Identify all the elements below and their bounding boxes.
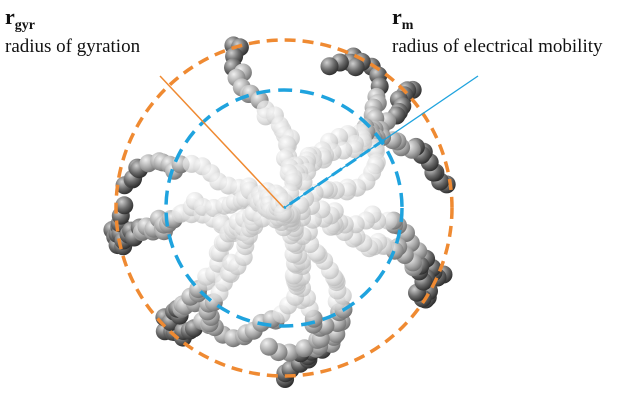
gyration-description: radius of gyration — [5, 36, 141, 57]
sphere — [115, 196, 133, 214]
figure: rgyr radius of gyration rm radius of ele… — [0, 0, 644, 401]
sphere — [260, 338, 278, 356]
mobility-label: rm — [392, 4, 414, 33]
gyration-label: rgyr — [5, 4, 35, 33]
mobility-description: radius of electrical mobility — [392, 36, 603, 57]
sphere — [321, 57, 339, 75]
